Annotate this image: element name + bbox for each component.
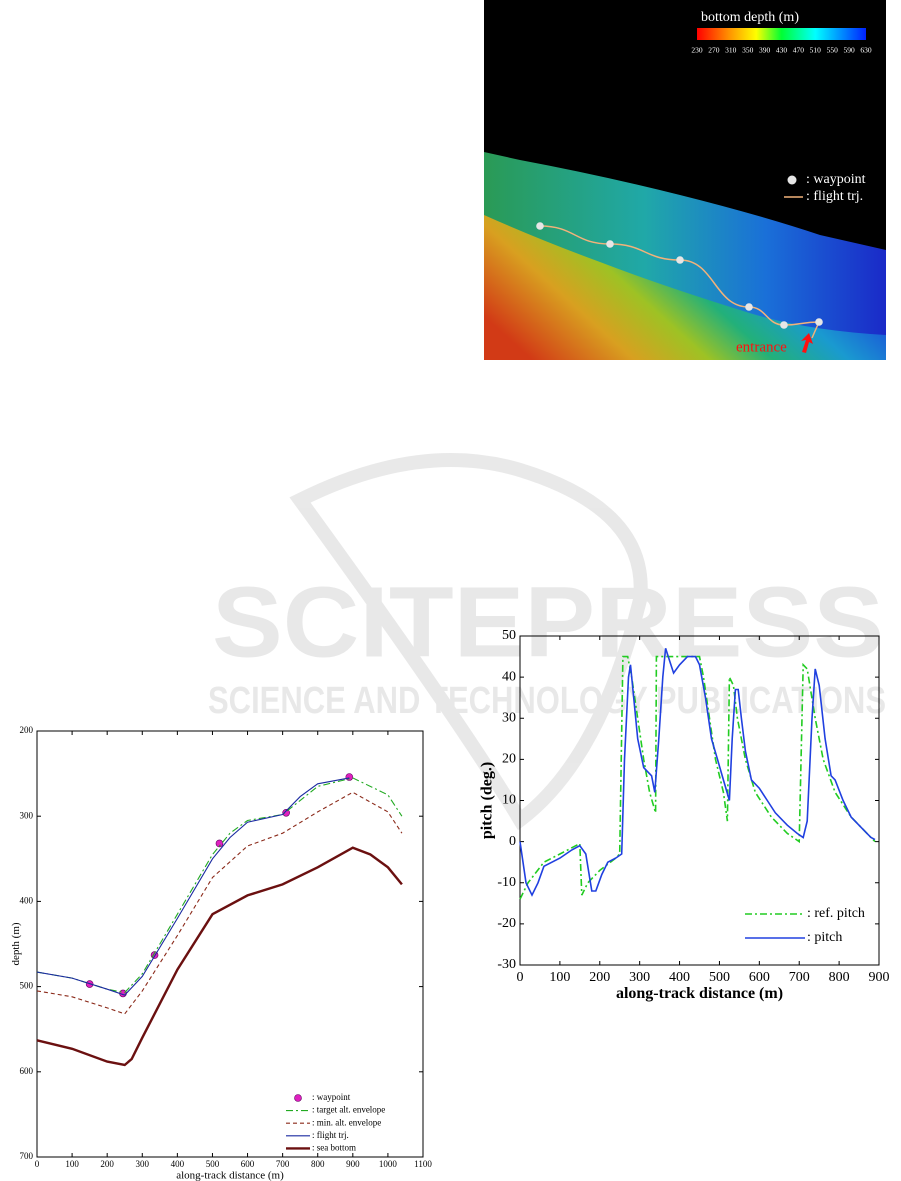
legend-label: : sea bottom (312, 1142, 356, 1152)
y-tick-label: 700 (20, 1151, 34, 1161)
y-tick-label: 30 (502, 710, 516, 725)
y-tick-label: -10 (497, 875, 516, 890)
x-tick-label: 500 (206, 1159, 220, 1169)
colorbar-tick-label: 550 (827, 46, 839, 55)
x-tick-label: 900 (346, 1159, 360, 1169)
plot-frame (36, 730, 424, 1158)
x-tick-label: 600 (241, 1159, 255, 1169)
waypoint (745, 303, 753, 311)
x-tick-label: 0 (35, 1159, 40, 1169)
x-tick-label: 300 (629, 970, 650, 985)
x-tick-label: 300 (136, 1159, 150, 1169)
data-line (519, 655, 876, 900)
x-tick-label: 800 (829, 970, 850, 985)
y-tick-label: 50 (502, 628, 516, 643)
data-line (36, 846, 403, 1067)
annotation-arrow (801, 333, 813, 353)
y-tick-label: 600 (20, 1066, 34, 1076)
x-tick-label: 900 (869, 970, 890, 985)
x-tick-label: 100 (549, 970, 570, 985)
colorbar-tick-label: 390 (759, 46, 771, 55)
waypoint-marker (345, 773, 354, 781)
y-tick-label: 40 (502, 669, 516, 684)
y-tick-label: -30 (497, 957, 516, 972)
colorbar-tick-label: 270 (708, 46, 720, 55)
watermark-subtext: SCIENCE AND TECHNOLOGY PUBLICATIONS (208, 680, 886, 722)
colorbar-title: bottom depth (m) (701, 10, 799, 25)
legend-label: : min. alt. envelope (312, 1117, 381, 1127)
colorbar-tick-label: 310 (725, 46, 737, 55)
x-tick-label: 500 (709, 970, 730, 985)
x-tick-label: 200 (589, 970, 610, 985)
colorbar-tick-label: 630 (860, 46, 872, 55)
y-tick-label: 400 (20, 895, 34, 905)
y-tick-label: -20 (497, 916, 516, 931)
waypoint-marker (215, 839, 224, 848)
x-tick-label: 100 (65, 1159, 79, 1169)
x-axis-label: along-track distance (m) (176, 1169, 284, 1181)
colorbar-tick-label: 430 (776, 46, 788, 55)
legend-label: : flight trj. (312, 1130, 349, 1140)
x-tick-label: 200 (100, 1159, 114, 1169)
legend-label: : ref. pitch (807, 906, 865, 921)
x-tick-label: 600 (749, 970, 770, 985)
legend-marker (787, 175, 797, 185)
x-axis-label: along-track distance (m) (616, 985, 783, 1002)
y-tick-label: 300 (20, 810, 34, 820)
legend-label: : flight trj. (806, 189, 863, 204)
data-line (36, 777, 403, 994)
colorbar-tick-label: 350 (742, 46, 754, 55)
data-line (519, 648, 876, 897)
x-tick-label: 1000 (379, 1159, 398, 1169)
x-tick-label: 700 (789, 970, 810, 985)
y-tick-label: 200 (20, 725, 34, 735)
legend-marker (294, 1094, 302, 1102)
colorbar-tick-label: 510 (810, 46, 822, 55)
data-line (36, 777, 350, 996)
waypoint (536, 222, 544, 230)
legend-label: : waypoint (806, 172, 866, 187)
colorbar (697, 28, 866, 40)
watermark: SCITEPRESS SCIENCE AND TECHNOLOGY PUBLIC… (208, 453, 886, 831)
x-tick-label: 800 (311, 1159, 325, 1169)
y-axis-label: depth (m) (10, 922, 22, 965)
waypoint (606, 240, 614, 248)
x-tick-label: 1100 (414, 1159, 432, 1169)
colorbar-tick-label: 590 (843, 46, 855, 55)
data-line (36, 791, 403, 1015)
y-axis-label: pitch (deg.) (478, 762, 495, 839)
waypoint (676, 256, 684, 264)
x-tick-label: 400 (171, 1159, 185, 1169)
y-tick-label: 0 (509, 834, 516, 849)
waypoint (780, 321, 788, 329)
colorbar-tick-label: 230 (691, 46, 703, 55)
x-tick-label: 0 (517, 970, 524, 985)
annotation: entrance (736, 339, 787, 355)
line-chart: 0 100 200 300 400 500 600 700 800 900 -30 -20 -10 0 10… (478, 628, 889, 1002)
colorbar-tick-label: 470 (793, 46, 805, 55)
waypoint (815, 318, 823, 326)
line-chart: 0 100 200 300 400 500 600 700 800 900 1000 1100 200 3… (10, 725, 432, 1181)
x-tick-label: 700 (276, 1159, 290, 1169)
terrain-figure: bottom depth (m) 230 270 310 350 390 430 470 510… (484, 0, 886, 360)
legend-label: : pitch (807, 930, 842, 945)
watermark-text: SCITEPRESS (212, 566, 884, 678)
x-tick-label: 400 (669, 970, 690, 985)
legend-label: : waypoint (312, 1092, 351, 1102)
y-tick-label: 20 (502, 752, 516, 767)
legend-label: : target alt. envelope (312, 1105, 385, 1115)
y-tick-label: 500 (20, 981, 34, 991)
waypoint-marker (282, 808, 290, 817)
y-tick-label: 10 (502, 793, 516, 808)
